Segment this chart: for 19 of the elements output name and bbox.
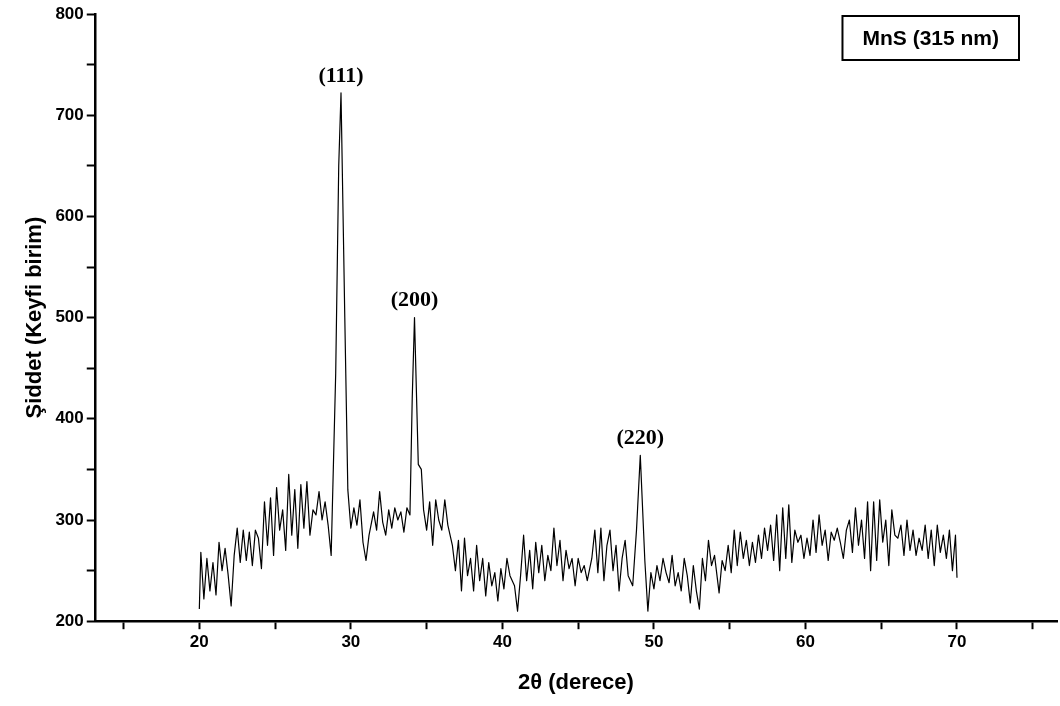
- annotation: MnS (315 nm): [862, 25, 1000, 49]
- y-axis-title: Şiddet (Keyfi birim): [21, 216, 47, 419]
- x-tick-label: 30: [341, 632, 361, 652]
- x-tick-label: 60: [795, 632, 815, 652]
- y-tick-label: 200: [55, 610, 84, 630]
- y-tick-label: 700: [55, 104, 84, 124]
- x-axis-title: 2θ (derece): [517, 668, 634, 694]
- annotation: (111): [318, 61, 364, 87]
- x-tick-label: 40: [492, 632, 512, 652]
- y-tick-label: 500: [55, 307, 84, 327]
- y-tick-label: 600: [55, 206, 84, 226]
- y-tick-label: 300: [55, 509, 84, 529]
- x-tick-label: 20: [189, 632, 209, 652]
- annotation: (220): [616, 423, 665, 449]
- x-tick-label: 50: [644, 632, 664, 652]
- annotation: (200): [390, 286, 439, 312]
- y-tick-label: 800: [55, 3, 84, 23]
- x-tick-label: 70: [947, 632, 967, 652]
- y-tick-label: 400: [55, 408, 84, 428]
